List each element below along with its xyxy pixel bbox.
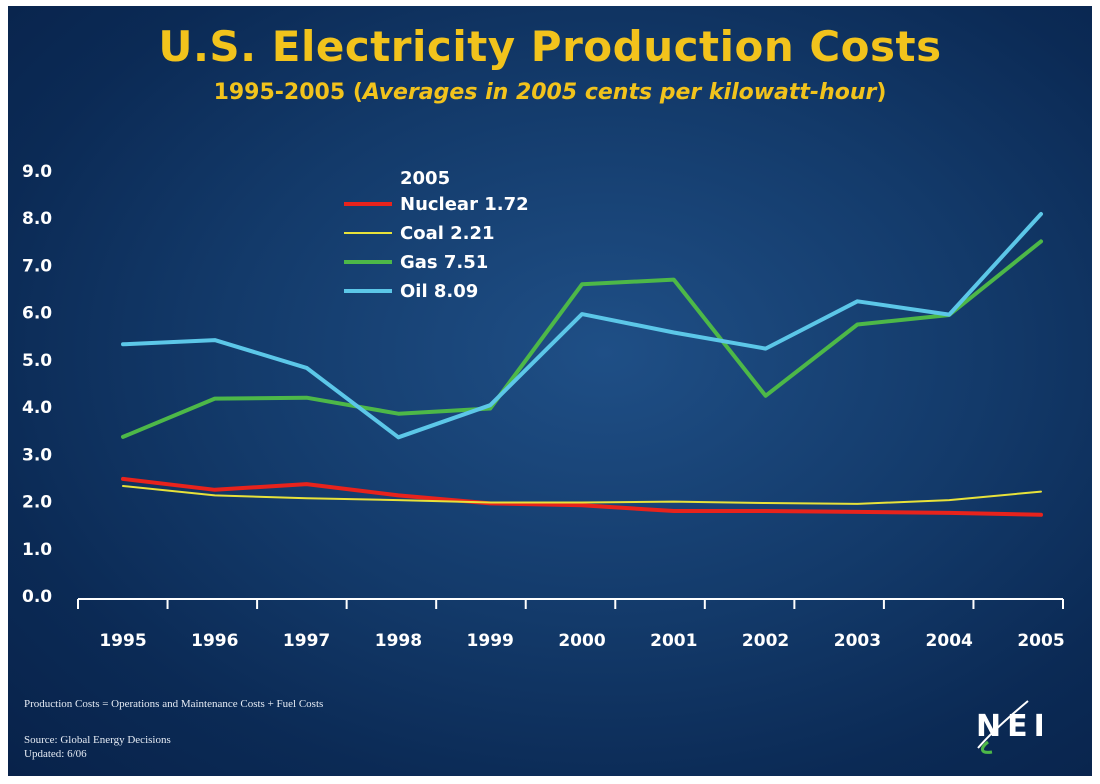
chart-subtitle: 1995-2005 (Averages in 2005 cents per ki… xyxy=(8,80,1092,105)
legend: 2005 Nuclear 1.72 Coal 2.21 Gas 7.51 Oil 8.0… xyxy=(344,168,529,302)
y-tick-label: 8.0 xyxy=(22,209,52,229)
logo-swoosh-white xyxy=(977,700,1029,749)
x-tick-label: 1996 xyxy=(191,631,238,651)
x-tick-label: 1995 xyxy=(99,631,146,651)
formula-note: Production Costs = Operations and Mainte… xyxy=(24,698,324,710)
legend-title: 2005 xyxy=(400,168,450,189)
series-line-gas xyxy=(121,239,1043,439)
legend-entry-gas: Gas 7.51 xyxy=(400,252,488,273)
updated-note: Updated: 6/06 xyxy=(24,748,87,760)
nei-logo: NEI xyxy=(976,700,1045,754)
source-note: Source: Global Energy Decisions xyxy=(24,734,171,746)
legend-entry-coal: Coal 2.21 xyxy=(400,223,495,244)
x-tick-label: 2004 xyxy=(926,631,973,651)
subtitle-suffix: ) xyxy=(876,80,887,105)
x-tick-label: 2001 xyxy=(650,631,697,651)
legend-entry-nuclear: Nuclear 1.72 xyxy=(400,194,529,215)
y-tick-label: 9.0 xyxy=(22,162,52,182)
x-tick-label: 1998 xyxy=(375,631,422,651)
subtitle-italic: Averages in 2005 cents per kilowatt-hour xyxy=(362,80,877,105)
x-tick-label: 1997 xyxy=(283,631,330,651)
y-axis-ticks: 0.0 1.0 2.0 3.0 4.0 5.0 6.0 7.0 8.0 9.0 xyxy=(22,162,52,607)
slide: U.S. Electricity Production Costs 1995-2… xyxy=(8,6,1092,776)
legend-entry-oil: Oil 8.09 xyxy=(400,281,478,302)
y-tick-label: 3.0 xyxy=(22,445,52,465)
subtitle-prefix: 1995-2005 ( xyxy=(213,80,363,105)
chart-title: U.S. Electricity Production Costs xyxy=(158,22,942,71)
x-tick-label: 2005 xyxy=(1017,631,1064,651)
series-line-oil xyxy=(121,212,1043,440)
y-tick-label: 6.0 xyxy=(22,304,52,324)
logo-swoosh-green xyxy=(981,740,993,754)
x-tick-label: 2003 xyxy=(834,631,881,651)
y-tick-label: 1.0 xyxy=(22,540,52,560)
y-tick-label: 7.0 xyxy=(22,256,52,276)
y-tick-label: 0.0 xyxy=(22,587,52,607)
y-tick-label: 5.0 xyxy=(22,351,52,371)
x-tick-label: 2000 xyxy=(558,631,605,651)
line-chart: 0.01.02.03.04.05.06.07.08.09.0 1995 1996 1… xyxy=(22,162,1065,651)
series-line-nuclear xyxy=(121,476,1043,517)
y-tick-label: 4.0 xyxy=(22,398,52,418)
x-tick-label: 2002 xyxy=(742,631,789,651)
series-line-coal xyxy=(122,485,1042,505)
y-tick-label: 2.0 xyxy=(22,493,52,513)
series-lines xyxy=(121,212,1043,517)
x-axis xyxy=(77,598,1064,609)
x-axis-ticks: 1995 1996 1997 1998 1999 2000 2001 2002 2003 2004… xyxy=(99,631,1064,651)
x-tick-label: 1999 xyxy=(467,631,514,651)
